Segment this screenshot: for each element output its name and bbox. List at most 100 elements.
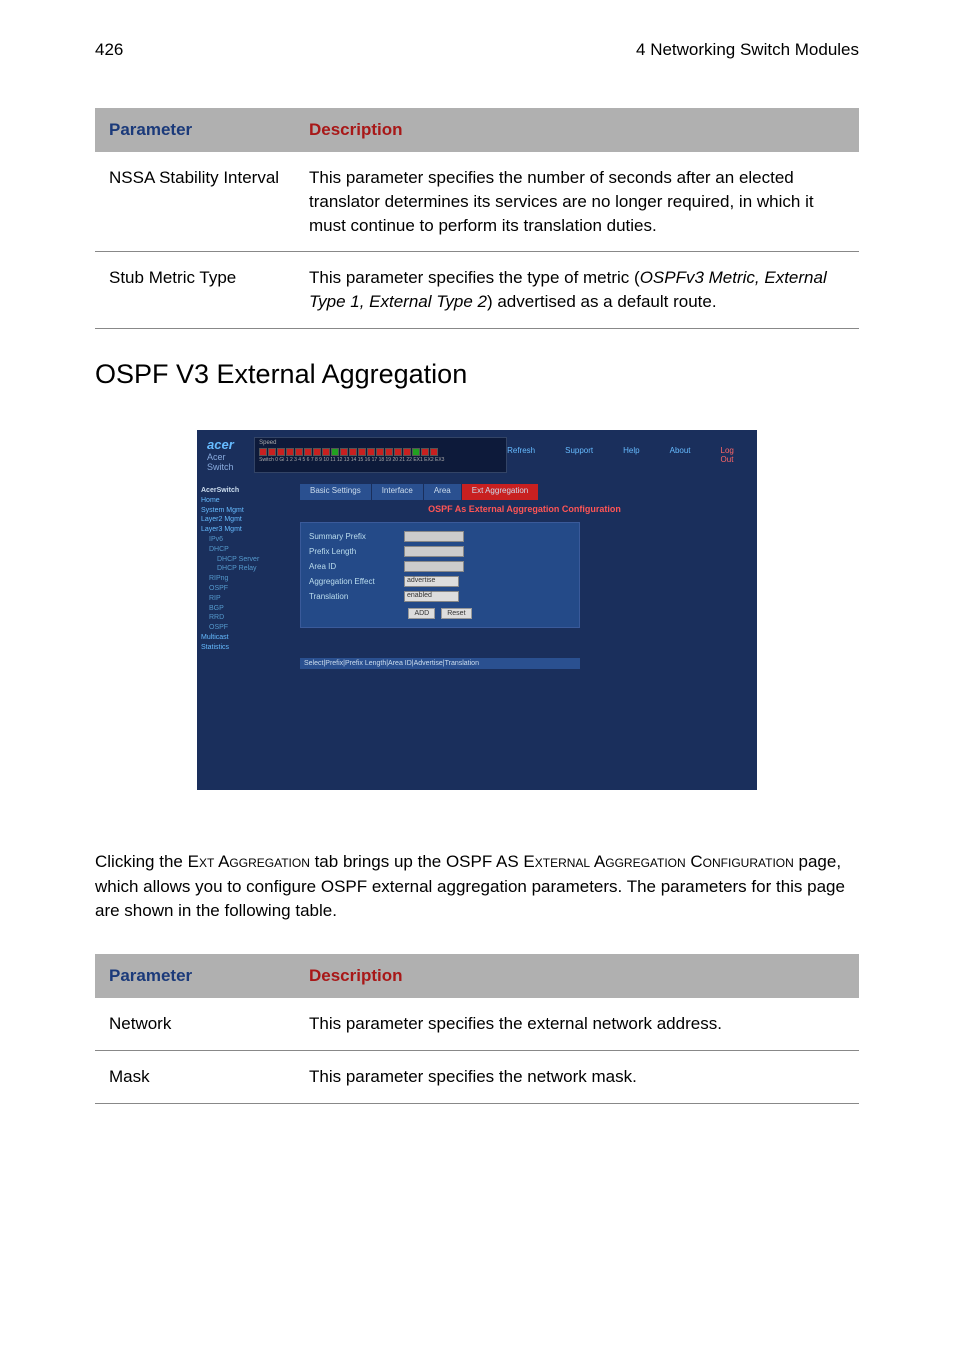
sidebar-title: AcerSwitch [201, 486, 288, 496]
port-cell [313, 448, 321, 456]
port-cell [349, 448, 357, 456]
form-row: Translation enabled [309, 591, 571, 602]
tab-basic[interactable]: Basic Settings [300, 484, 371, 500]
summary-prefix-input[interactable] [404, 531, 464, 542]
table-row: Stub Metric Type This parameter specifie… [95, 252, 859, 329]
tab-interface[interactable]: Interface [372, 484, 423, 500]
app-main-title: OSPF As External Aggregation Configurati… [300, 504, 749, 514]
port-cell [421, 448, 429, 456]
app-sidebar: AcerSwitch Home System Mgmt Layer2 Mgmt … [197, 480, 292, 774]
port-cell [376, 448, 384, 456]
sidebar-item[interactable]: DHCP Relay [201, 564, 288, 574]
agg-effect-select[interactable]: advertise [404, 576, 459, 587]
port-cell [412, 448, 420, 456]
app-logo-block: acer Acer Switch [207, 437, 254, 472]
port-cell [430, 448, 438, 456]
sidebar-item[interactable]: RRD [201, 613, 288, 623]
area-id-label: Area ID [309, 562, 404, 571]
page-header: 426 4 Networking Switch Modules [95, 40, 859, 60]
sidebar-item[interactable]: Layer2 Mgmt [201, 515, 288, 525]
section-heading: OSPF V3 External Aggregation [95, 359, 859, 390]
form-row: Area ID [309, 561, 571, 572]
sidebar-item[interactable]: Layer3 Mgmt [201, 525, 288, 535]
table1-row1-param: Stub Metric Type [95, 252, 295, 329]
port-cell [358, 448, 366, 456]
screenshot-container: acer Acer Switch Speed Switch 0 Gi 1 2 3… [95, 430, 859, 790]
help-link[interactable]: Help [623, 446, 639, 464]
form-buttons: ADD Reset [309, 608, 571, 619]
table2-row1-param: Mask [95, 1050, 295, 1103]
sidebar-item[interactable]: DHCP Server [201, 555, 288, 565]
port-cell [259, 448, 267, 456]
table2-row1-desc: This parameter specifies the network mas… [295, 1050, 859, 1103]
sidebar-item[interactable]: IPv6 [201, 535, 288, 545]
app-logo-sub: Acer Switch [207, 452, 254, 472]
port-cell [295, 448, 303, 456]
port-cell [340, 448, 348, 456]
sidebar-item[interactable]: OSPF [201, 623, 288, 633]
app-logo: acer [207, 437, 234, 452]
prefix-length-input[interactable] [404, 546, 464, 557]
sidebar-item[interactable]: RIP [201, 594, 288, 604]
add-button[interactable]: ADD [408, 608, 435, 619]
port-cell [277, 448, 285, 456]
port-cell [385, 448, 393, 456]
table1-header-desc: Description [295, 108, 859, 152]
translation-label: Translation [309, 592, 404, 601]
about-link[interactable]: About [670, 446, 691, 464]
parameter-table-2: Parameter Description Network This param… [95, 954, 859, 1104]
form-row: Prefix Length [309, 546, 571, 557]
sidebar-item[interactable]: Home [201, 496, 288, 506]
sidebar-item[interactable]: RIPng [201, 574, 288, 584]
table2-header-param: Parameter [95, 954, 295, 998]
port-cell [268, 448, 276, 456]
app-main: Basic Settings Interface Area Ext Aggreg… [292, 480, 757, 774]
table2-row0-param: Network [95, 998, 295, 1050]
prefix-length-label: Prefix Length [309, 547, 404, 556]
translation-select[interactable]: enabled [404, 591, 459, 602]
sidebar-item[interactable]: System Mgmt [201, 506, 288, 516]
port-cell [322, 448, 330, 456]
app-top-bar: acer Acer Switch Speed Switch 0 Gi 1 2 3… [197, 430, 757, 480]
table1-row0-param: NSSA Stability Interval [95, 152, 295, 252]
page-number: 426 [95, 40, 123, 60]
body-paragraph: Clicking the Ext Aggregation tab brings … [95, 850, 859, 924]
form-box: Summary Prefix Prefix Length Area ID [300, 522, 580, 628]
top-links: Refresh Support Help About Log Out [507, 446, 747, 464]
area-id-input[interactable] [404, 561, 464, 572]
tab-area[interactable]: Area [424, 484, 461, 500]
table2-header-desc: Description [295, 954, 859, 998]
app-tabs: Basic Settings Interface Area Ext Aggreg… [300, 484, 749, 500]
app-body: AcerSwitch Home System Mgmt Layer2 Mgmt … [197, 480, 757, 774]
port-cell [331, 448, 339, 456]
result-header-bar: Select|Prefix|Prefix Length|Area ID|Adve… [300, 658, 580, 669]
agg-effect-label: Aggregation Effect [309, 577, 404, 586]
table1-row1-desc: This parameter specifies the type of met… [295, 252, 859, 329]
table-row: NSSA Stability Interval This parameter s… [95, 152, 859, 252]
app-window: acer Acer Switch Speed Switch 0 Gi 1 2 3… [197, 430, 757, 790]
sidebar-item[interactable]: Multicast [201, 633, 288, 643]
support-link[interactable]: Support [565, 446, 593, 464]
table1-row0-desc: This parameter specifies the number of s… [295, 152, 859, 252]
sidebar-item[interactable]: OSPF [201, 584, 288, 594]
table-row: Mask This parameter specifies the networ… [95, 1050, 859, 1103]
parameter-table-1: Parameter Description NSSA Stability Int… [95, 108, 859, 329]
form-row: Summary Prefix [309, 531, 571, 542]
port-cell [394, 448, 402, 456]
table2-row0-desc: This parameter specifies the external ne… [295, 998, 859, 1050]
port-speed-label: Speed [259, 440, 502, 446]
port-cell [286, 448, 294, 456]
port-panel: Speed Switch 0 Gi 1 2 3 4 5 6 7 8 9 10 1… [254, 437, 507, 473]
tab-ext-aggregation[interactable]: Ext Aggregation [462, 484, 538, 500]
reset-button[interactable]: Reset [441, 608, 471, 619]
logout-link[interactable]: Log Out [721, 446, 747, 464]
refresh-link[interactable]: Refresh [507, 446, 535, 464]
sidebar-item[interactable]: BGP [201, 604, 288, 614]
port-cell [367, 448, 375, 456]
sidebar-item[interactable]: Statistics [201, 643, 288, 653]
form-row: Aggregation Effect advertise [309, 576, 571, 587]
port-grid-top [259, 448, 502, 456]
port-cell [403, 448, 411, 456]
table-row: Network This parameter specifies the ext… [95, 998, 859, 1050]
sidebar-item[interactable]: DHCP [201, 545, 288, 555]
